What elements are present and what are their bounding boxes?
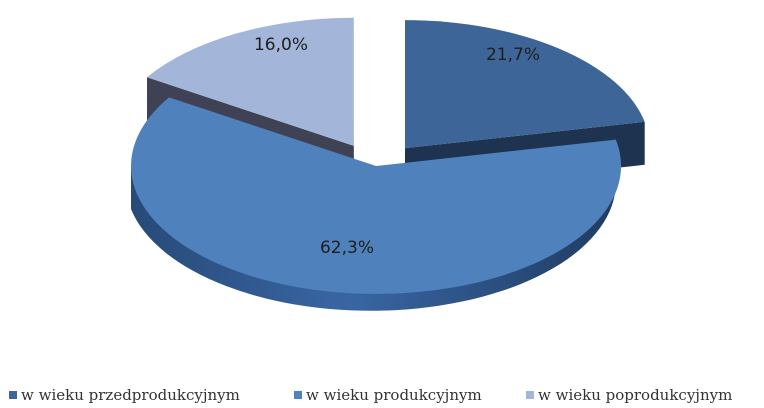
legend-swatch-poprodukcyjnym [526,391,534,399]
slice-top-produkcyjnym [131,97,622,294]
legend-label-przedprodukcyjnym: w wieku przedprodukcyjnym [21,386,240,404]
legend-swatch-produkcyjnym [294,391,302,399]
slice-labels: 21,7% 62,3% 16,0% [254,35,540,258]
legend-swatch-przedprodukcyjnym [9,391,17,399]
slice-top-przedprodukcyjnym [404,20,645,149]
slice-label-poprodukcyjnym: 16,0% [254,35,308,55]
slice-label-przedprodukcyjnym: 21,7% [486,45,540,65]
pie-slices [131,17,645,311]
legend: w wieku przedprodukcyjnym w wieku produk… [9,386,732,404]
slice-top-poprodukcyjnym [147,17,354,146]
legend-label-produkcyjnym: w wieku produkcyjnym [306,386,482,404]
legend-label-poprodukcyjnym: w wieku poprodukcyjnym [538,386,732,404]
slice-label-produkcyjnym: 62,3% [320,238,374,258]
